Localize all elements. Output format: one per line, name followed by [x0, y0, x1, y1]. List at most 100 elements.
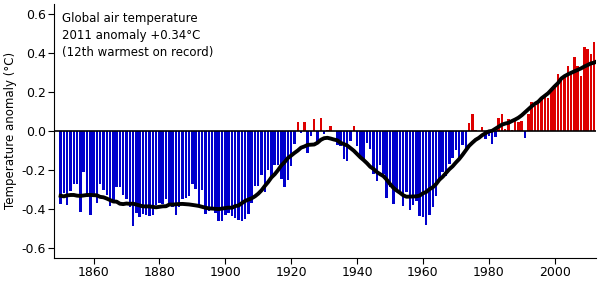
- Bar: [346, 131, 349, 161]
- Bar: [135, 131, 137, 213]
- Bar: [468, 123, 470, 131]
- Bar: [520, 121, 523, 131]
- Bar: [224, 131, 227, 215]
- Bar: [250, 131, 253, 203]
- Bar: [208, 131, 210, 211]
- Bar: [537, 100, 539, 131]
- Bar: [76, 131, 79, 184]
- Bar: [188, 131, 190, 196]
- Bar: [550, 89, 553, 131]
- Bar: [425, 131, 427, 225]
- Bar: [501, 114, 503, 131]
- Bar: [148, 131, 151, 216]
- Bar: [283, 131, 286, 186]
- Bar: [128, 131, 131, 207]
- Bar: [194, 131, 197, 188]
- Bar: [362, 131, 365, 160]
- Bar: [277, 131, 279, 164]
- Bar: [152, 131, 154, 215]
- Bar: [497, 118, 500, 131]
- Bar: [73, 131, 75, 184]
- Bar: [244, 131, 247, 218]
- Bar: [533, 106, 536, 131]
- Bar: [274, 131, 276, 165]
- Bar: [511, 130, 513, 131]
- Bar: [494, 131, 497, 137]
- Bar: [106, 131, 108, 195]
- Bar: [442, 131, 444, 172]
- Bar: [59, 131, 62, 204]
- Bar: [316, 131, 319, 143]
- Bar: [99, 131, 101, 184]
- Bar: [557, 74, 559, 131]
- Bar: [181, 131, 184, 199]
- Bar: [109, 131, 111, 206]
- Bar: [376, 131, 378, 181]
- Bar: [398, 131, 401, 191]
- Bar: [234, 131, 236, 218]
- Bar: [560, 81, 562, 131]
- Bar: [517, 122, 520, 131]
- Bar: [461, 131, 464, 145]
- Bar: [168, 131, 170, 203]
- Bar: [409, 131, 411, 210]
- Bar: [508, 119, 510, 131]
- Bar: [343, 131, 345, 160]
- Bar: [230, 131, 233, 216]
- Bar: [336, 131, 338, 145]
- Bar: [471, 114, 473, 131]
- Bar: [596, 64, 599, 131]
- Bar: [586, 49, 589, 131]
- Text: Global air temperature
2011 anomaly +0.34°C
(12th warmest on record): Global air temperature 2011 anomaly +0.3…: [62, 12, 214, 59]
- Bar: [475, 130, 477, 131]
- Bar: [142, 131, 144, 214]
- Bar: [573, 57, 575, 131]
- Bar: [356, 131, 358, 146]
- Bar: [102, 131, 104, 190]
- Bar: [310, 131, 312, 136]
- Bar: [445, 131, 447, 176]
- Bar: [458, 131, 460, 159]
- Bar: [385, 131, 388, 198]
- Bar: [438, 131, 440, 180]
- Bar: [132, 131, 134, 226]
- Bar: [372, 131, 375, 174]
- Bar: [191, 131, 194, 185]
- Bar: [115, 131, 118, 187]
- Bar: [254, 131, 256, 186]
- Bar: [379, 131, 382, 165]
- Bar: [221, 131, 223, 221]
- Bar: [412, 131, 414, 205]
- Bar: [270, 131, 272, 178]
- Bar: [395, 131, 398, 189]
- Bar: [86, 131, 88, 197]
- Bar: [566, 66, 569, 131]
- Bar: [428, 131, 431, 215]
- Bar: [69, 131, 72, 191]
- Bar: [303, 122, 305, 131]
- Bar: [119, 131, 121, 187]
- Bar: [488, 131, 490, 136]
- Bar: [422, 131, 424, 216]
- Bar: [257, 131, 259, 186]
- Bar: [524, 131, 526, 138]
- Bar: [175, 131, 177, 215]
- Bar: [451, 131, 454, 158]
- Bar: [365, 131, 368, 143]
- Bar: [66, 131, 68, 205]
- Bar: [161, 131, 164, 204]
- Bar: [349, 131, 352, 141]
- Bar: [418, 131, 421, 216]
- Bar: [359, 131, 362, 158]
- Bar: [320, 118, 322, 131]
- Bar: [382, 131, 385, 173]
- Bar: [481, 127, 484, 131]
- Bar: [593, 42, 595, 131]
- Bar: [491, 131, 493, 144]
- Bar: [326, 130, 329, 131]
- Bar: [165, 131, 167, 199]
- Bar: [514, 121, 517, 131]
- Bar: [369, 131, 371, 149]
- Bar: [300, 131, 302, 133]
- Bar: [290, 131, 292, 166]
